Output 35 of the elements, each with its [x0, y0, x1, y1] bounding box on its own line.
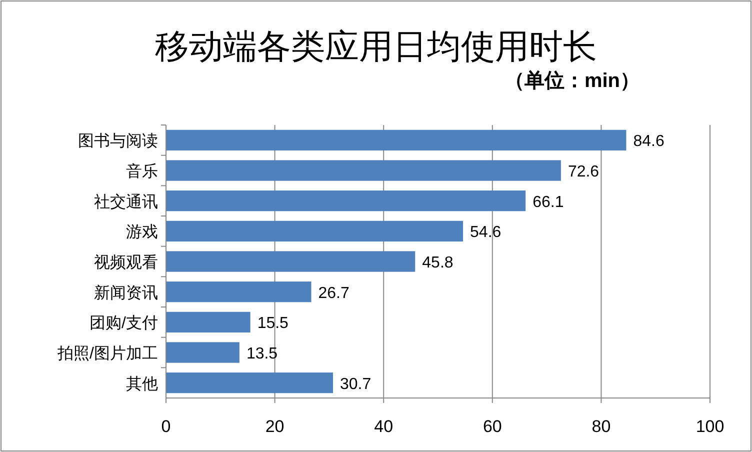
chart-subtitle: （单位：min）: [504, 69, 640, 92]
data-label: 26.7: [318, 284, 350, 302]
y-tick-label: 图书与阅读: [78, 132, 158, 150]
y-tick-label: 其他: [126, 374, 158, 393]
y-tick-label: 游戏: [126, 223, 158, 242]
bar: [166, 190, 526, 212]
x-tick-label: 40: [374, 417, 394, 436]
bar: [166, 251, 416, 272]
bar: [166, 130, 626, 150]
bar: [166, 342, 240, 363]
y-tick-label: 社交通讯: [94, 192, 158, 211]
x-tick-label: 100: [696, 417, 724, 436]
chart-title: 移动端各类应用日均使用时长: [155, 29, 597, 66]
y-tick-label: 团购/支付: [90, 314, 158, 332]
data-label: 84.6: [633, 133, 664, 150]
data-label: 72.6: [568, 164, 600, 180]
x-tick-label: 20: [265, 417, 284, 436]
y-tick-label: 视频观看: [94, 254, 158, 272]
bar: [166, 372, 334, 394]
bar: [166, 160, 561, 181]
y-tick-label: 音乐: [126, 162, 158, 180]
data-label: 54.6: [470, 224, 502, 242]
y-tick-label: 新闻资讯: [94, 284, 158, 302]
x-tick-label: 60: [482, 417, 502, 436]
x-tick-label: 0: [161, 417, 171, 436]
data-label: 13.5: [246, 346, 278, 362]
bar: [166, 312, 250, 332]
x-tick-label: 80: [592, 417, 611, 436]
data-label: 30.7: [340, 376, 372, 393]
bar: [166, 220, 464, 242]
data-label: 15.5: [257, 315, 289, 332]
data-label: 45.8: [422, 254, 454, 272]
y-tick-label: 拍照/图片加工: [56, 344, 158, 362]
data-label: 66.1: [532, 194, 564, 211]
bar: [166, 282, 312, 302]
